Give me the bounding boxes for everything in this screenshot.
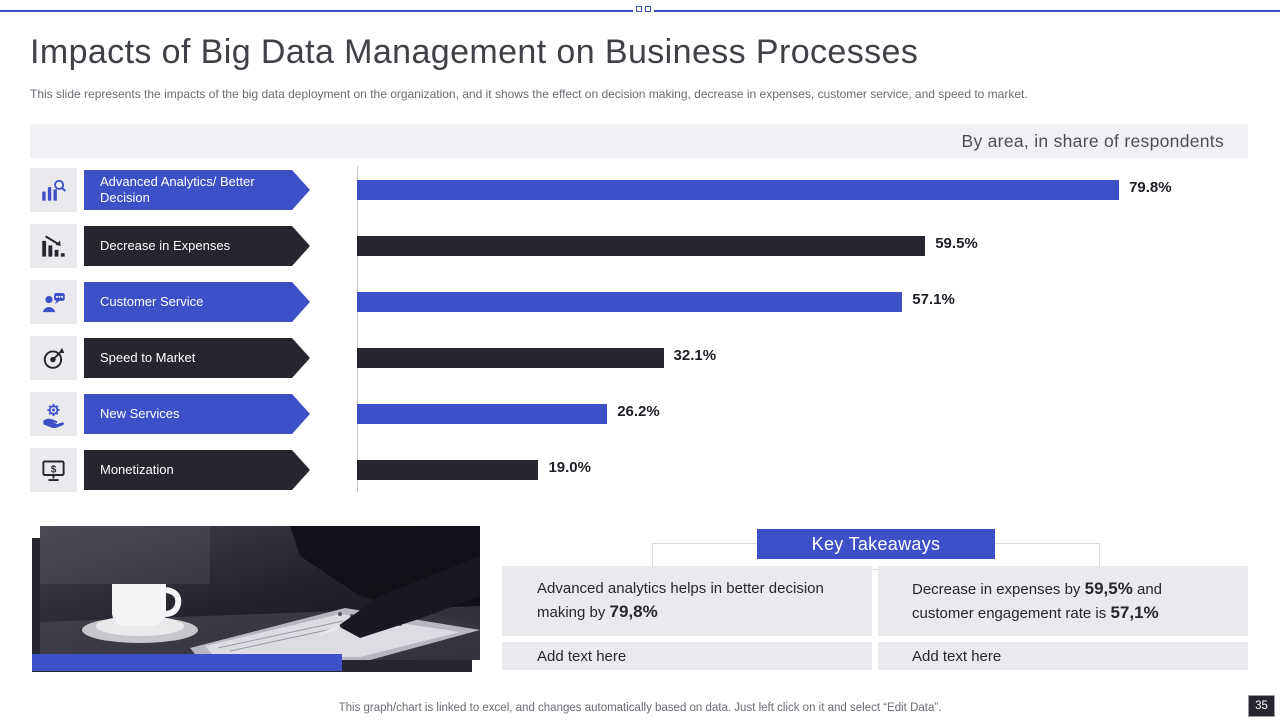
category-arrow-label: Customer Service [84,282,310,322]
icon-box [30,336,77,380]
chart-bar[interactable] [357,292,903,312]
bar-value-label: 59.5% [935,235,978,252]
chart-row: Speed to Market 32.1% [30,336,1260,380]
key-takeaways-header: Key Takeaways [757,529,995,559]
bar-value-label: 79.8% [1129,179,1172,196]
footer-note: This graph/chart is linked to excel, and… [338,702,942,714]
category-text: Speed to Market [100,349,196,365]
category-text: Monetization [100,461,174,477]
takeaway-item[interactable]: Decrease in expenses by 59,5% and custom… [878,566,1248,636]
category-text: New Services [100,405,180,421]
chart-row: New Services 26.2% [30,392,1260,436]
slide-subtitle: This slide represents the impacts of the… [30,87,1028,101]
icon-box [30,224,77,268]
category-arrow-label: New Services [84,394,310,434]
icon-box [30,168,77,212]
new-services-icon [43,403,65,428]
workspace-photo [40,526,480,660]
bar-value-label: 32.1% [673,347,717,364]
photo-accent-bar [32,654,342,671]
bar-value-label: 57.1% [912,291,955,308]
chart-bar[interactable] [357,348,664,368]
chart-row: Decrease in Expenses 59.5% [30,224,1260,268]
category-text: Customer Service [100,293,204,309]
advanced-analytics-icon [42,179,67,201]
customer-service-icon [42,292,65,312]
chart-row: Advanced Analytics/ Better Decision 79.8… [30,168,1260,212]
top-accent-squares [633,6,654,12]
bar-chart[interactable]: Advanced Analytics/ Better Decision 79.8… [0,0,1280,520]
chart-row: Customer Service 57.1% [30,280,1260,324]
category-arrow-label: Monetization [84,450,310,490]
chart-bar[interactable] [357,236,926,256]
icon-box: $ [30,448,77,492]
svg-text:$: $ [51,464,57,475]
icon-box [30,392,77,436]
category-text: Decrease in Expenses [100,237,231,253]
accent-square-icon [636,6,642,12]
category-arrow-label: Decrease in Expenses [84,226,310,266]
takeaway-placeholder[interactable]: Add text here [878,642,1248,670]
speed-to-market-icon [43,347,65,369]
bar-value-label: 26.2% [617,403,660,420]
chart-row: $ Monetization 19.0% [30,448,1260,492]
takeaway-placeholder[interactable]: Add text here [502,642,872,670]
category-text: Advanced Analytics/ Better Decision [100,173,255,205]
category-arrow-label: Advanced Analytics/ Better Decision [84,170,310,210]
category-arrow-label: Speed to Market [84,338,310,378]
chart-bar[interactable] [357,404,608,424]
chart-caption: By area, in share of respondents [961,130,1224,151]
chart-bar[interactable] [357,460,539,480]
accent-square-icon [645,6,651,12]
page-title: Impacts of Big Data Management on Busine… [30,33,919,71]
chart-caption-bar: By area, in share of respondents [30,124,1248,158]
icon-box [30,280,77,324]
bar-value-label: 19.0% [548,459,591,476]
takeaway-item[interactable]: Advanced analytics helps in better decis… [502,566,872,636]
chart-axis-line [357,166,358,492]
page-number-badge: 35 [1248,695,1275,717]
monetization-icon: $ [42,460,65,481]
decrease-expenses-icon [42,235,65,257]
chart-bar[interactable] [357,180,1120,200]
